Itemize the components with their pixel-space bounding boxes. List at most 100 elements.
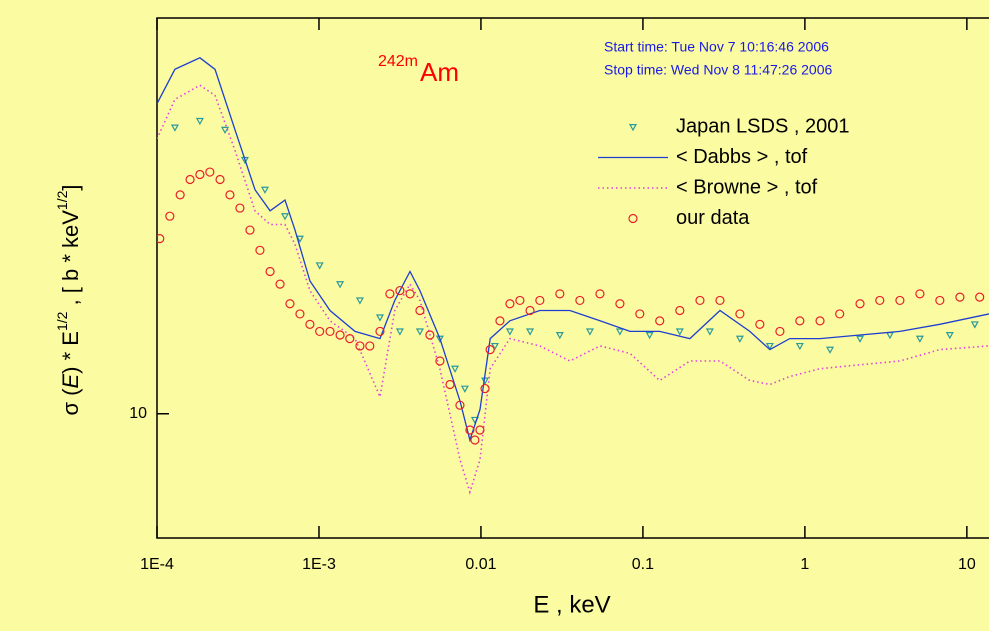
- x-tick-label: 10: [958, 556, 976, 573]
- data-point: [835, 309, 845, 319]
- data-point: [535, 295, 545, 306]
- data-point: [595, 289, 605, 299]
- y-tick-label: 10: [129, 405, 147, 422]
- data-point: [315, 262, 324, 270]
- legend-swatch: [628, 213, 638, 224]
- x-tick-label: 1E-4: [140, 556, 174, 573]
- data-point: [305, 319, 315, 329]
- data-point: [185, 174, 195, 185]
- y-axis-label-part: E: [58, 374, 83, 389]
- title-superscript: 242m: [378, 53, 418, 70]
- data-point: [575, 295, 585, 306]
- data-point: [715, 295, 725, 306]
- data-point: [975, 292, 985, 302]
- data-point: [295, 235, 304, 243]
- data-point: [325, 326, 335, 337]
- y-axis-label-part: ) * E: [58, 331, 83, 374]
- data-point: [260, 186, 269, 194]
- data-point: [285, 299, 295, 309]
- annotation: Start time: Tue Nov 7 10:16:46 2006: [604, 39, 829, 55]
- plot-frame: [156, 17, 989, 539]
- data-point: [170, 124, 179, 132]
- data-point: [205, 167, 215, 177]
- data-point: [585, 328, 594, 336]
- data-point: [795, 342, 804, 351]
- data-point: [470, 435, 480, 445]
- x-tick-label: 1E-3: [302, 556, 336, 573]
- data-point: [255, 245, 265, 255]
- legend-label: our data: [676, 207, 750, 229]
- data-point: [755, 319, 765, 329]
- data-point: [295, 309, 305, 319]
- data-point: [765, 342, 774, 351]
- data-point: [215, 174, 225, 185]
- legend-label: Japan LSDS , 2001: [676, 115, 849, 137]
- data-point: [345, 334, 355, 344]
- data-point: [221, 126, 230, 134]
- data-point: [970, 321, 979, 329]
- data-point: [475, 425, 485, 435]
- data-point: [355, 341, 365, 351]
- data-point: [635, 309, 645, 319]
- data-point: [875, 295, 885, 306]
- data-point: [225, 190, 235, 200]
- data-point: [480, 383, 490, 394]
- y-axis-label-part: 1/2: [54, 311, 70, 331]
- data-point: [385, 289, 395, 299]
- data-point: [826, 346, 835, 354]
- y-axis-label-part: σ (: [58, 388, 83, 416]
- data-point: [675, 305, 685, 316]
- data-point: [495, 316, 505, 326]
- legend-label: < Dabbs > , tof: [676, 146, 808, 168]
- data-point: [645, 332, 654, 340]
- data-point: [735, 309, 745, 319]
- y-axis-label-part: 1/2: [54, 190, 70, 210]
- data-point: [555, 289, 565, 299]
- data-point: [157, 234, 165, 244]
- data-point: [615, 299, 625, 309]
- x-tick-label: 0.01: [465, 556, 496, 573]
- data-point: [195, 169, 205, 180]
- data-point: [675, 328, 684, 336]
- data-point: [815, 316, 825, 326]
- data-point: [315, 326, 325, 337]
- x-tick-label: 1: [800, 556, 809, 573]
- data-point: [945, 332, 954, 340]
- data-point: [395, 328, 404, 336]
- x-tick-label: 0.1: [632, 556, 654, 573]
- chart-title: Am: [420, 57, 459, 87]
- data-point: [415, 305, 425, 316]
- data-point: [490, 342, 499, 351]
- data-point: [460, 385, 469, 393]
- data-point: [695, 295, 705, 306]
- data-point: [415, 328, 424, 336]
- data-point: [355, 297, 364, 305]
- data-point: [235, 203, 245, 213]
- data-point: [455, 400, 465, 410]
- y-axis-label-part: ]: [58, 184, 83, 190]
- data-point: [855, 299, 865, 309]
- data-line: [157, 84, 989, 495]
- data-point: [525, 305, 535, 316]
- data-point: [435, 356, 445, 366]
- data-point: [505, 328, 514, 336]
- data-point: [735, 335, 744, 343]
- data-point: [335, 330, 345, 340]
- data-point: [915, 335, 924, 343]
- data-point: [195, 117, 204, 126]
- data-line: [157, 57, 989, 443]
- data-point: [275, 279, 285, 289]
- data-point: [515, 295, 525, 306]
- data-point: [935, 295, 945, 306]
- data-point: [375, 314, 384, 322]
- data-point: [451, 365, 460, 373]
- data-point: [445, 379, 455, 390]
- data-point: [375, 326, 385, 337]
- legend-label: < Browne > , tof: [676, 176, 818, 198]
- data-point: [795, 316, 805, 326]
- data-point: [465, 425, 475, 435]
- data-point: [505, 299, 515, 309]
- data-point: [265, 266, 275, 277]
